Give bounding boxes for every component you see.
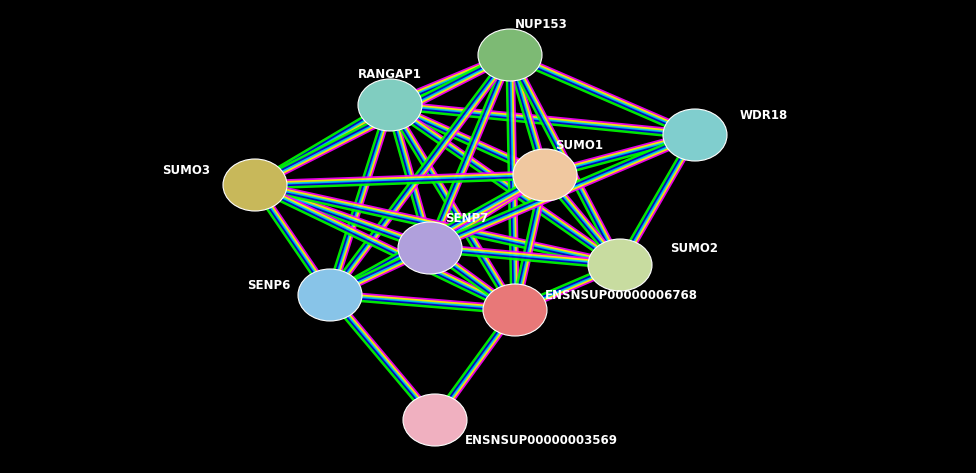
Ellipse shape [298,269,362,321]
Text: ENSNSUP00000006768: ENSNSUP00000006768 [545,289,698,301]
Ellipse shape [223,159,287,211]
Text: RANGAP1: RANGAP1 [358,69,422,81]
Ellipse shape [398,222,462,274]
Ellipse shape [588,239,652,291]
Text: SENP6: SENP6 [247,279,290,291]
Ellipse shape [478,29,542,81]
Ellipse shape [513,149,577,201]
Text: SUMO2: SUMO2 [670,242,718,254]
Ellipse shape [358,79,422,131]
Text: ENSNSUP00000003569: ENSNSUP00000003569 [465,433,618,447]
Ellipse shape [663,109,727,161]
Ellipse shape [483,284,547,336]
Text: NUP153: NUP153 [515,18,568,32]
Text: WDR18: WDR18 [740,108,789,122]
Text: SUMO3: SUMO3 [162,164,210,176]
Text: SUMO1: SUMO1 [555,139,603,151]
Text: SENP7: SENP7 [445,211,488,225]
Ellipse shape [403,394,467,446]
